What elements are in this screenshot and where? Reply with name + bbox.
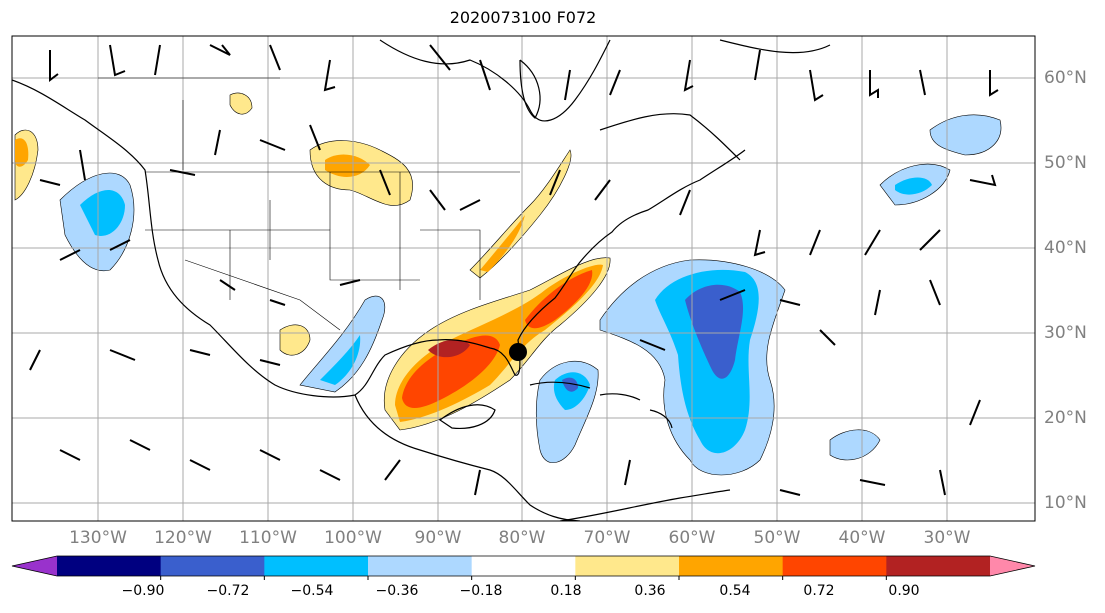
lon-label: 50°W xyxy=(753,528,801,548)
map-title: 2020073100 F072 xyxy=(449,8,597,27)
colorbar-tick-label: 0.72 xyxy=(803,583,835,599)
lon-label: 110°W xyxy=(239,528,297,548)
colorbar-segment xyxy=(368,556,473,576)
lat-label: 50°N xyxy=(1044,153,1087,173)
lon-label: 70°W xyxy=(583,528,631,548)
colorbar xyxy=(11,555,1036,580)
colorbar-tick-label: 0.90 xyxy=(888,583,920,599)
lon-label: 100°W xyxy=(324,528,382,548)
lat-label: 10°N xyxy=(1044,493,1087,513)
colorbar-tick-label: −0.54 xyxy=(290,583,334,599)
lon-label: 130°W xyxy=(69,528,127,548)
lon-label: 40°W xyxy=(838,528,886,548)
colorbar-tick-label: 0.18 xyxy=(550,583,582,599)
colorbar-tick-label: 0.54 xyxy=(719,583,751,599)
colorbar-segment xyxy=(575,556,680,576)
lat-label: 20°N xyxy=(1044,408,1087,428)
colorbar-outline xyxy=(11,555,1036,577)
colorbar-tick-label: −0.18 xyxy=(459,583,503,599)
map-frame xyxy=(11,35,1036,522)
colorbar-segment xyxy=(471,556,576,576)
colorbar-segment xyxy=(886,556,991,576)
colorbar-extend-high xyxy=(990,556,1035,576)
lat-label: 60°N xyxy=(1044,68,1087,88)
colorbar-segment xyxy=(679,556,784,576)
colorbar-tick-label: −0.90 xyxy=(121,583,165,599)
colorbar-tick-label: −0.72 xyxy=(206,583,250,599)
colorbar-segment xyxy=(264,556,369,576)
colorbar-tick-label: 0.36 xyxy=(634,583,666,599)
colorbar-segment xyxy=(57,556,162,576)
colorbar-extend-low xyxy=(12,556,57,576)
political-borders xyxy=(98,77,520,331)
lat-label: 40°N xyxy=(1044,238,1087,258)
coastlines xyxy=(12,39,831,521)
storm-center-marker xyxy=(509,343,527,361)
colorbar-segment xyxy=(160,556,265,576)
lon-label: 90°W xyxy=(414,528,462,548)
lon-label: 30°W xyxy=(923,528,971,548)
lon-label: 60°W xyxy=(668,528,716,548)
colorbar-tick-label: −0.36 xyxy=(375,583,419,599)
colorbar-segment xyxy=(782,556,887,576)
wind-barbs xyxy=(29,44,999,496)
lon-label: 80°W xyxy=(498,528,546,548)
map-background xyxy=(12,36,1035,521)
lat-label: 30°N xyxy=(1044,323,1087,343)
anomaly-fill xyxy=(14,92,1002,476)
lon-label: 120°W xyxy=(154,528,212,548)
